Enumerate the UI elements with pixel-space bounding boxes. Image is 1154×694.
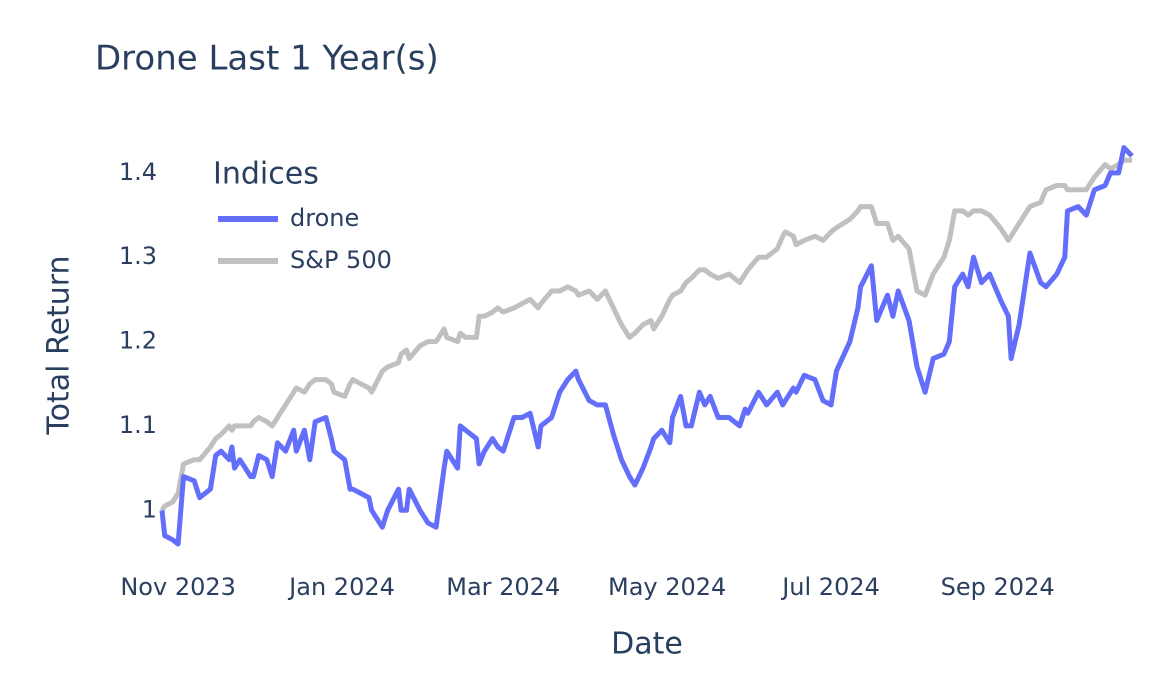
y-tick-label: 1.4 [119,158,157,186]
y-tick-label: 1.3 [119,242,157,270]
y-tick-label: 1.2 [119,327,157,355]
x-tick-label: Jul 2024 [780,573,880,601]
x-axis-title: Date [611,627,683,662]
x-tick-label: Nov 2023 [120,573,236,601]
chart-title: Drone Last 1 Year(s) [95,39,439,79]
series-line [159,145,1134,547]
legend-title: Indices [213,157,319,192]
y-tick-label: 1.1 [119,411,157,439]
legend-label: drone [290,204,359,232]
y-axis-title: Total Return [42,255,77,435]
x-tick-label: Jan 2024 [287,573,395,601]
x-tick-label: Mar 2024 [446,573,560,601]
x-tick-label: May 2024 [608,573,726,601]
legend-label: S&P 500 [290,246,392,274]
x-tick-label: Sep 2024 [941,573,1055,601]
y-tick-label: 1 [142,495,157,523]
series-line [159,157,1132,512]
